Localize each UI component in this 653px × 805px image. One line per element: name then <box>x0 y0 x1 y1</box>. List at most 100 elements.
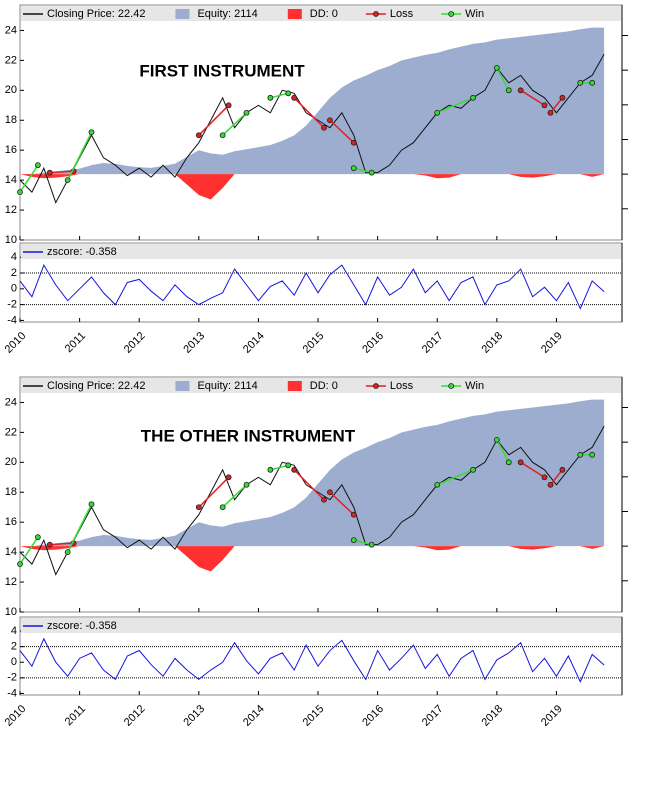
y-tick-label: 20 <box>5 456 17 468</box>
y-tick-label: 0 <box>11 283 17 295</box>
trade-marker <box>291 94 298 101</box>
y-tick-label: 4 <box>11 251 17 263</box>
trade-line <box>49 89 563 174</box>
trade-marker <box>470 466 476 473</box>
line <box>19 263 605 310</box>
legend-bar <box>21 378 621 393</box>
trade-marker <box>541 102 548 109</box>
chart-title: FIRST INSTRUMENT <box>139 61 305 80</box>
trade-marker <box>547 481 554 488</box>
y-tick-label: 2 <box>11 267 17 279</box>
y-tick-label: 24 <box>5 396 17 408</box>
trade-marker <box>517 459 524 466</box>
trade-line <box>49 461 563 546</box>
trade-marker <box>470 94 476 101</box>
trade-marker <box>559 94 566 101</box>
y-tick-label: 12 <box>5 204 17 216</box>
trade-marker <box>17 189 23 196</box>
legend-label: Closing Price: 22.42 <box>47 380 145 392</box>
legend-label: Equity: 2114 <box>197 380 257 392</box>
trade-marker <box>64 177 71 184</box>
legend-label: Win <box>465 380 484 392</box>
y-tick-label: 4 <box>11 625 17 637</box>
legend-label: zscore: -0.358 <box>47 246 117 258</box>
trade-marker <box>267 466 274 473</box>
y-tick-label: 10 <box>5 234 17 246</box>
trade-marker <box>243 481 250 488</box>
trade-marker <box>434 481 441 488</box>
trade-line <box>19 67 593 193</box>
y-tick-label: 16 <box>5 144 17 156</box>
legend-swatch <box>175 9 190 19</box>
legend-label: Loss <box>390 8 414 20</box>
trade-marker <box>243 109 250 116</box>
trade-marker <box>88 129 95 136</box>
chart-title: THE OTHER INSTRUMENT <box>141 426 356 445</box>
trade-marker <box>327 117 333 124</box>
trade-marker <box>577 451 584 458</box>
legend-bar <box>21 618 621 633</box>
trade-marker <box>321 496 327 503</box>
trade-marker <box>267 94 274 101</box>
trade-marker <box>195 504 202 511</box>
trade-marker <box>505 87 512 94</box>
area <box>20 27 605 175</box>
trade-marker <box>17 561 23 568</box>
trade-marker <box>46 169 53 176</box>
trade-marker <box>589 79 596 86</box>
area <box>20 399 605 547</box>
legend-swatch <box>373 383 379 389</box>
trade-line <box>19 439 593 565</box>
legend-swatch <box>448 383 455 389</box>
trade-marker <box>434 109 441 116</box>
legend-label: Loss <box>390 380 414 392</box>
legend-swatch <box>287 9 302 19</box>
y-tick-label: -2 <box>7 299 17 311</box>
trade-marker <box>517 87 524 94</box>
legend-swatch <box>448 11 455 17</box>
line <box>19 637 605 683</box>
legend-swatch <box>175 381 190 391</box>
legend-label: DD: 0 <box>310 8 338 20</box>
trade-marker <box>368 541 375 548</box>
trade-marker <box>34 162 41 169</box>
trade-marker <box>350 165 357 172</box>
y-tick-label: -2 <box>7 672 17 684</box>
y-tick-label: 14 <box>5 546 17 558</box>
trade-marker <box>225 102 232 109</box>
trade-marker <box>368 169 375 176</box>
trade-marker <box>559 466 566 473</box>
legend-label: Win <box>465 8 484 20</box>
y-tick-label: 22 <box>5 54 17 66</box>
trade-marker <box>541 474 548 481</box>
y-tick-label: 0 <box>11 656 17 668</box>
legend-label: Closing Price: 22.42 <box>47 8 145 20</box>
trade-marker <box>589 451 596 458</box>
trade-marker <box>88 501 95 508</box>
trade-marker <box>350 537 357 544</box>
trade-marker <box>493 64 500 71</box>
trade-marker <box>219 504 226 511</box>
y-tick-label: -4 <box>7 314 17 326</box>
trade-marker <box>46 541 53 548</box>
trade-marker <box>64 549 71 556</box>
trade-marker <box>493 436 500 443</box>
trade-marker <box>321 124 327 131</box>
y-tick-label: 14 <box>5 174 17 186</box>
trade-marker <box>225 474 232 481</box>
y-tick-label: 12 <box>5 576 17 588</box>
y-tick-label: 10 <box>5 606 17 618</box>
legend-bar <box>21 6 621 21</box>
legend-swatch <box>287 381 302 391</box>
legend-bar <box>21 244 621 259</box>
trade-marker <box>285 90 292 97</box>
legend-label: zscore: -0.358 <box>47 620 117 632</box>
trade-marker <box>350 511 357 518</box>
trade-marker <box>285 462 292 469</box>
y-tick-label: 24 <box>5 24 17 36</box>
y-tick-label: 20 <box>5 84 17 96</box>
y-tick-label: 2 <box>11 641 17 653</box>
trade-marker <box>291 466 298 473</box>
trade-marker <box>577 79 584 86</box>
